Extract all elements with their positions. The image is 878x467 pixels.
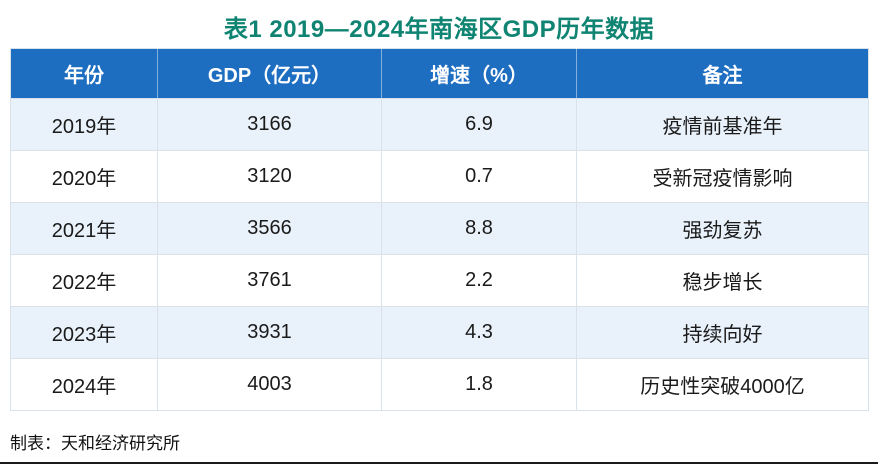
- table-row: 2022年 3761 2.2 稳步增长: [10, 254, 869, 307]
- header-cell-year: 年份: [10, 48, 158, 99]
- table-row: 2024年 4003 1.8 历史性突破4000亿: [10, 358, 869, 411]
- gdp-data-table: 年份 GDP（亿元） 增速（%） 备注 2019年 3166 6.9 疫情前基准年 20…: [10, 48, 869, 411]
- year-cell: 2019年: [10, 98, 158, 151]
- gdp-cell: 3120: [157, 150, 382, 203]
- year-cell: 2022年: [10, 254, 158, 307]
- year-cell: 2021年: [10, 202, 158, 255]
- header-cell-growth: 增速（%）: [381, 48, 577, 99]
- growth-cell: 6.9: [381, 98, 577, 151]
- growth-cell: 0.7: [381, 150, 577, 203]
- header-cell-gdp: GDP（亿元）: [157, 48, 382, 99]
- credit-text: 制表：天和经济研究所: [10, 434, 180, 453]
- note-cell: 强劲复苏: [576, 202, 869, 255]
- gdp-cell: 3566: [157, 202, 382, 255]
- page-title: 表1 2019—2024年南海区GDP历年数据: [223, 16, 655, 43]
- growth-cell: 2.2: [381, 254, 577, 307]
- table-row: 2019年 3166 6.9 疫情前基准年: [10, 98, 869, 151]
- header-row: 年份 GDP（亿元） 增速（%） 备注: [10, 48, 869, 99]
- table-row: 2020年 3120 0.7 受新冠疫情影响: [10, 150, 869, 203]
- year-cell: 2020年: [10, 150, 158, 203]
- gdp-cell: 4003: [157, 358, 382, 411]
- table-row: 2023年 3931 4.3 持续向好: [10, 306, 869, 359]
- table-body: 2019年 3166 6.9 疫情前基准年 2020年 3120 0.7 受新冠疫情影响 202…: [10, 98, 869, 411]
- year-cell: 2023年: [10, 306, 158, 359]
- year-cell: 2024年: [10, 358, 158, 411]
- note-cell: 历史性突破4000亿: [576, 358, 869, 411]
- table-row: 2021年 3566 8.8 强劲复苏: [10, 202, 869, 255]
- gdp-cell: 3166: [157, 98, 382, 151]
- note-cell: 持续向好: [576, 306, 869, 359]
- note-cell: 疫情前基准年: [576, 98, 869, 151]
- gdp-cell: 3761: [157, 254, 382, 307]
- gdp-cell: 3931: [157, 306, 382, 359]
- note-cell: 稳步增长: [576, 254, 869, 307]
- growth-cell: 4.3: [381, 306, 577, 359]
- bottom-rule-divider: [0, 462, 878, 464]
- growth-cell: 1.8: [381, 358, 577, 411]
- note-cell: 受新冠疫情影响: [576, 150, 869, 203]
- header-cell-note: 备注: [576, 48, 869, 99]
- growth-cell: 8.8: [381, 202, 577, 255]
